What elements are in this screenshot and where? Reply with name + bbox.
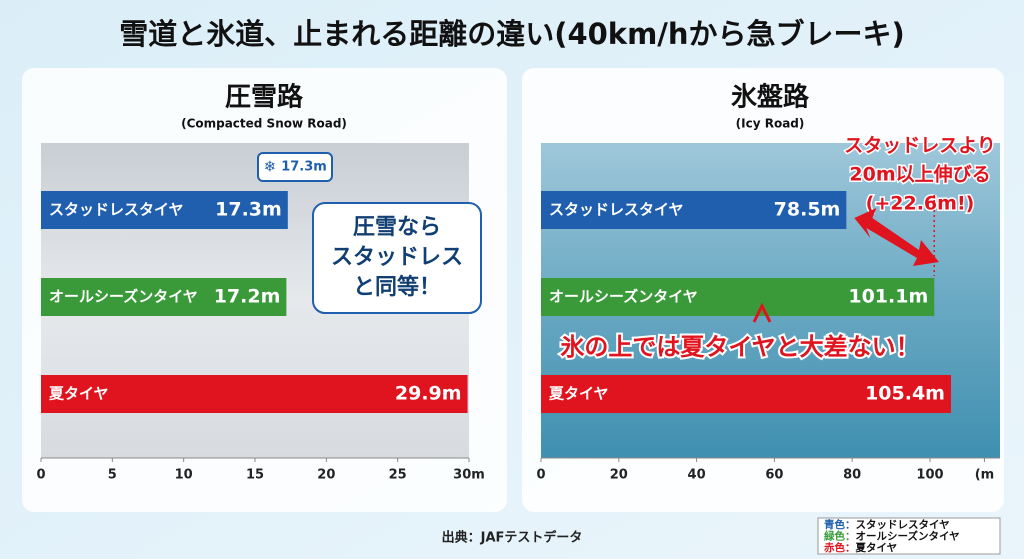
x-tick-label: 0 [536, 468, 545, 483]
chart-subtitle: (Compacted Snow Road) [181, 117, 347, 131]
x-tick-label: 100 [916, 468, 943, 483]
x-tick-label: 10 [175, 468, 193, 483]
bar-value-label: 29.9m [395, 383, 462, 405]
x-tick-label: 20 [317, 468, 335, 483]
bar-category-label: スタッドレスタイヤ [549, 201, 684, 219]
x-tick-label: 30m [453, 468, 485, 483]
x-tick-label: (m [975, 468, 995, 483]
legend-entry: 緑色：オールシーズンタイヤ [824, 530, 960, 543]
bar-value-label: 105.4m [865, 383, 945, 405]
chart-subtitle: (Icy Road) [736, 117, 805, 131]
x-tick-label: 15 [246, 468, 264, 483]
bar [541, 191, 847, 229]
x-tick-label: 0 [36, 468, 45, 483]
badge-icon: ❄ [264, 158, 277, 176]
callout-box [312, 202, 482, 314]
pointer [752, 302, 772, 323]
legend-key: 青色： [824, 518, 856, 531]
source: 出典：JAFテストデータ [442, 530, 583, 546]
bar [541, 375, 951, 413]
callout-text: と同等！ [353, 274, 441, 300]
x-tick-label: 60 [765, 468, 783, 483]
callout-text: 圧雪なら [353, 215, 441, 240]
x-tick-label: 40 [688, 468, 706, 483]
chart-title: 氷盤路 [731, 82, 810, 113]
bar [41, 375, 468, 413]
x-tick-label: 20 [610, 468, 628, 483]
x-tick-label: 25 [389, 468, 407, 483]
x-tick-label: 5 [108, 468, 117, 483]
bar-value-label: 17.2m [214, 286, 281, 308]
note-text: 氷の上では夏タイヤと大差ない！ [560, 333, 919, 361]
legend-label: オールシーズンタイヤ [856, 530, 960, 543]
bar [541, 278, 935, 316]
bar-category-label: オールシーズンタイヤ [549, 288, 698, 306]
x-tick-label: 80 [843, 468, 861, 483]
legend-entry: 青色：スタッドレスタイヤ [824, 518, 950, 531]
legend-key: 赤色： [824, 541, 856, 554]
page-title: 雪道と氷道、止まれる距離の違い(40km/hから急ブレーキ) [119, 17, 905, 51]
bar-value-label: 17.3m [215, 199, 282, 221]
legend-label: 夏タイヤ [855, 542, 898, 554]
callout-text: スタッドレス [331, 245, 463, 270]
annotation-text: スタッドレスより [844, 135, 996, 157]
legend-entry: 赤色：夏タイヤ [824, 541, 897, 554]
bar-category-label: 夏タイヤ [548, 385, 609, 403]
bar [41, 278, 287, 316]
bar [41, 191, 288, 229]
bar-value-label: 78.5m [774, 199, 841, 221]
bar-value-label: 101.1m [848, 286, 928, 308]
legend-box [817, 517, 1001, 555]
badge-label: 17.3m [281, 160, 327, 175]
bar-category-label: オールシーズンタイヤ [49, 288, 198, 306]
badge-box [257, 152, 333, 182]
difference-arrow [854, 208, 939, 266]
bar-category-label: 夏タイヤ [48, 385, 109, 403]
annotation-text: 20m以上伸びる [849, 163, 990, 186]
chart-title: 圧雪路 [225, 82, 304, 113]
legend-label: スタッドレスタイヤ [856, 519, 950, 531]
legend-key: 緑色： [824, 530, 856, 543]
bar-category-label: スタッドレスタイヤ [49, 201, 184, 219]
annotation-text: (+22.6m!) [866, 193, 975, 215]
